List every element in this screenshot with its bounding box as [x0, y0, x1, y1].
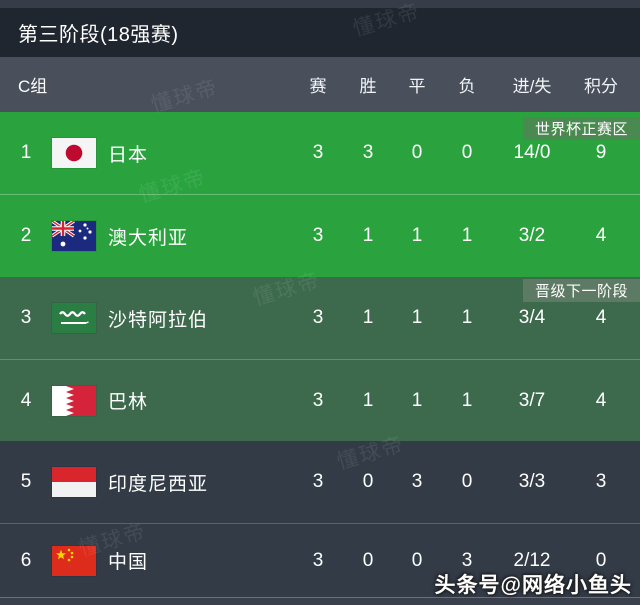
flag-indonesia-icon	[52, 441, 96, 523]
lost-value: 1	[461, 225, 473, 246]
goals-value: 3/3	[518, 471, 546, 492]
lost-value: 3	[461, 549, 473, 571]
played-value: 3	[312, 549, 324, 571]
played-value: 3	[312, 307, 324, 328]
credit-watermark: 头条号@网络小鱼头	[434, 574, 632, 597]
team-name: 澳大利亚	[108, 227, 189, 249]
goals-value: 3/2	[518, 225, 546, 246]
won-value: 1	[362, 225, 374, 246]
points-value: 3	[595, 471, 607, 492]
table-row-saudi-arabia[interactable]: 晋级下一阶段 3 沙特阿拉伯 3 1 1 1 3/4 4	[0, 277, 640, 359]
rank-label: 1	[20, 142, 32, 163]
table-row-indonesia[interactable]: 5 印度尼西亚 3 0 3 0 3/3 3	[0, 441, 640, 523]
drawn-value: 3	[411, 471, 423, 492]
flag-japan-icon	[52, 112, 96, 194]
flag-australia-icon	[52, 195, 96, 277]
world-cup-zone-badge: 世界杯正赛区	[522, 117, 640, 140]
points-value: 9	[595, 142, 607, 163]
lost-value: 1	[461, 307, 473, 328]
title-bar: 第三阶段(18强赛)	[0, 8, 640, 57]
next-stage-badge: 晋级下一阶段	[522, 279, 640, 302]
page-title: 第三阶段(18强赛)	[18, 24, 179, 46]
table-row-bahrain[interactable]: 4 巴林 3 1 1 1 3/7 4	[0, 359, 640, 441]
goals-value: 14/0	[513, 142, 551, 163]
goals-value: 3/7	[518, 389, 546, 411]
group-label: C组	[18, 77, 48, 96]
drawn-value: 0	[411, 549, 423, 571]
col-header-won: 胜	[359, 77, 377, 96]
team-name: 巴林	[108, 392, 149, 413]
rank-label: 4	[20, 389, 32, 411]
table-row-china[interactable]: 6 中国 3 0 0 3 2/12 0	[0, 523, 640, 597]
won-value: 1	[362, 307, 374, 328]
won-value: 3	[362, 142, 374, 163]
table-row-australia[interactable]: 2 澳大利亚 3 1 1 1 3/2 4	[0, 194, 640, 277]
rank-label: 6	[20, 549, 32, 571]
table-row-japan[interactable]: 世界杯正赛区 1 日本 3 3 0 0 14/0 9	[0, 112, 640, 194]
points-value: 4	[595, 389, 607, 411]
drawn-value: 1	[411, 225, 423, 246]
goals-value: 2/12	[513, 549, 551, 571]
footer-strip	[0, 597, 640, 605]
played-value: 3	[312, 389, 324, 411]
drawn-value: 0	[411, 142, 423, 163]
points-value: 4	[595, 225, 607, 246]
rank-label: 5	[20, 471, 32, 492]
flag-bahrain-icon	[52, 360, 96, 441]
col-header-lost: 负	[458, 77, 476, 96]
drawn-value: 1	[411, 389, 423, 411]
rank-label: 2	[20, 225, 32, 246]
won-value: 0	[362, 471, 374, 492]
table-header-row: C组 赛 胜 平 负 进/失 积分	[0, 57, 640, 112]
rank-label: 3	[20, 307, 32, 328]
top-strip	[0, 0, 640, 8]
col-header-points: 积分	[584, 77, 618, 96]
won-value: 0	[362, 549, 374, 571]
points-value: 4	[595, 307, 607, 328]
col-header-goals: 进/失	[512, 77, 552, 96]
flag-saudi-arabia-icon	[52, 277, 96, 359]
played-value: 3	[312, 225, 324, 246]
goals-value: 3/4	[518, 307, 546, 328]
lost-value: 0	[461, 142, 473, 163]
lost-value: 1	[461, 389, 473, 411]
flag-china-icon	[52, 524, 96, 597]
col-header-drawn: 平	[408, 77, 426, 96]
col-header-played: 赛	[309, 77, 327, 96]
played-value: 3	[312, 471, 324, 492]
won-value: 1	[362, 389, 374, 411]
played-value: 3	[312, 142, 324, 163]
team-name: 日本	[108, 144, 149, 166]
drawn-value: 1	[411, 307, 423, 328]
team-name: 印度尼西亚	[108, 473, 209, 495]
team-name: 中国	[108, 552, 149, 573]
lost-value: 0	[461, 471, 473, 492]
points-value: 0	[595, 549, 607, 571]
team-name: 沙特阿拉伯	[108, 309, 209, 331]
